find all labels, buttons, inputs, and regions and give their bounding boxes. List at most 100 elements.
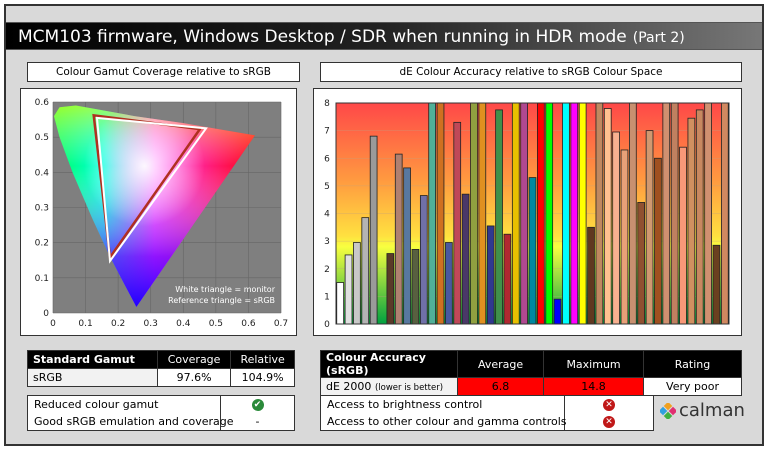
de-chart: 0 1 2 3 4 5 6 7 8 (324, 99, 730, 330)
gamut-coverage: 97.6% (156, 368, 232, 387)
bar (403, 167, 411, 325)
bar (570, 102, 579, 325)
bar (428, 102, 436, 325)
feature-label: Good sRGB emulation and coverage (34, 415, 234, 428)
gamut-panel-title: Colour Gamut Coverage relative to sRGB (27, 62, 300, 82)
y-tick-label: 1 (324, 292, 330, 302)
dash-icon: - (255, 415, 260, 428)
de-label: dE 2000 (lower is better) (320, 377, 458, 396)
y-tick-label: 0.6 (35, 98, 50, 108)
gamut-header-standard: Standard Gamut (27, 350, 158, 369)
feature-label: Access to brightness control (327, 398, 483, 411)
y-tick-label: 3 (324, 237, 330, 247)
check-icon: ✔ (251, 399, 264, 411)
bar (620, 149, 629, 325)
y-tick-label: 0.3 (35, 204, 49, 214)
bar (578, 102, 587, 325)
bar (537, 102, 545, 325)
legend-monitor: White triangle = monitor (175, 285, 275, 294)
bar (662, 102, 671, 325)
bar (353, 242, 361, 325)
bar (411, 249, 420, 325)
gamut-chart-box: White triangle = monitor Reference trian… (20, 88, 297, 336)
bar (436, 102, 445, 325)
y-tick-label: 7 (324, 127, 330, 137)
bar (553, 298, 562, 325)
bar (445, 242, 453, 325)
page-title: MCM103 firmware, Windows Desktop / SDR w… (6, 22, 762, 50)
bar (545, 102, 554, 325)
y-tick-label: 0 (43, 309, 49, 319)
gamut-chart: White triangle = monitor Reference trian… (35, 98, 288, 329)
bar (612, 131, 620, 325)
feature-row: Reduced colour gamut ✔ (28, 396, 294, 413)
bar (520, 102, 528, 325)
bar (595, 102, 604, 325)
cross-icon: ✕ (603, 399, 615, 411)
feature-label: Reduced colour gamut (34, 398, 159, 411)
bar (511, 102, 520, 325)
accuracy-header-average: Average (456, 350, 545, 378)
title-text: MCM103 firmware, Windows Desktop / SDR w… (18, 27, 627, 47)
y-tick-label: 0 (324, 320, 330, 330)
bar (495, 109, 503, 325)
x-tick-label: 0.3 (144, 319, 158, 329)
bar (712, 244, 721, 325)
calman-logo-text: calman (679, 400, 745, 421)
monitor-triangle (95, 116, 208, 264)
x-tick-label: 0 (50, 319, 56, 329)
white-point-glow (53, 105, 255, 308)
bar (670, 102, 679, 325)
bar (654, 157, 662, 325)
bar (478, 102, 487, 325)
bar (453, 121, 462, 325)
y-tick-label: 4 (324, 210, 330, 220)
calman-logo: calman (660, 400, 745, 421)
y-tick-label: 0.1 (35, 274, 49, 284)
bar (695, 109, 704, 325)
plot-border (335, 102, 730, 325)
title-part: (Part 2) (632, 30, 685, 46)
bar (704, 102, 712, 325)
bar (528, 177, 537, 325)
gamut-table: Standard Gamut Coverage Relative sRGB 97.6%… (27, 350, 295, 387)
bar (470, 102, 478, 325)
feature-label: Access to other colour and gamma control… (327, 415, 567, 428)
gamut-header-coverage: Coverage (156, 350, 232, 369)
legend-reference: Reference triangle = sRGB (168, 296, 275, 305)
bar (587, 226, 595, 325)
accuracy-table: Colour Accuracy (sRGB) Average Maximum Rati… (320, 350, 742, 396)
x-tick-label: 0.6 (241, 319, 256, 329)
gamut-features: Reduced colour gamut ✔ Good sRGB emulatio… (27, 395, 295, 431)
calman-logo-icon (660, 402, 676, 419)
feature-row: Good sRGB emulation and coverage - (28, 413, 294, 430)
y-tick-label: 6 (324, 154, 330, 164)
y-tick-label: 0.4 (35, 168, 50, 178)
bar (645, 130, 654, 325)
x-tick-label: 0.5 (209, 319, 223, 329)
bar (562, 102, 570, 325)
de-chart-box: 0 1 2 3 4 5 6 7 8 (313, 88, 742, 336)
cross-icon: ✕ (603, 416, 615, 428)
de-label-note: (lower is better) (374, 383, 444, 393)
feature-row: Access to other colour and gamma control… (321, 413, 653, 430)
bar (637, 202, 646, 325)
bar (503, 233, 512, 325)
x-tick-label: 0.7 (274, 319, 288, 329)
bar (486, 225, 495, 325)
bar (344, 254, 353, 325)
bar (394, 153, 403, 325)
y-tick-label: 5 (324, 182, 330, 192)
x-tick-label: 0.4 (176, 319, 191, 329)
bar (720, 102, 729, 325)
bar (361, 217, 370, 325)
bar (386, 253, 395, 325)
de-average: 6.8 (456, 377, 545, 396)
bar (461, 193, 470, 325)
de-label-text: dE 2000 (326, 380, 372, 393)
accuracy-header-maximum: Maximum (543, 350, 644, 378)
bar (687, 117, 696, 325)
bar (679, 146, 687, 325)
gamut-standard: sRGB (27, 368, 158, 387)
bar (603, 108, 612, 325)
